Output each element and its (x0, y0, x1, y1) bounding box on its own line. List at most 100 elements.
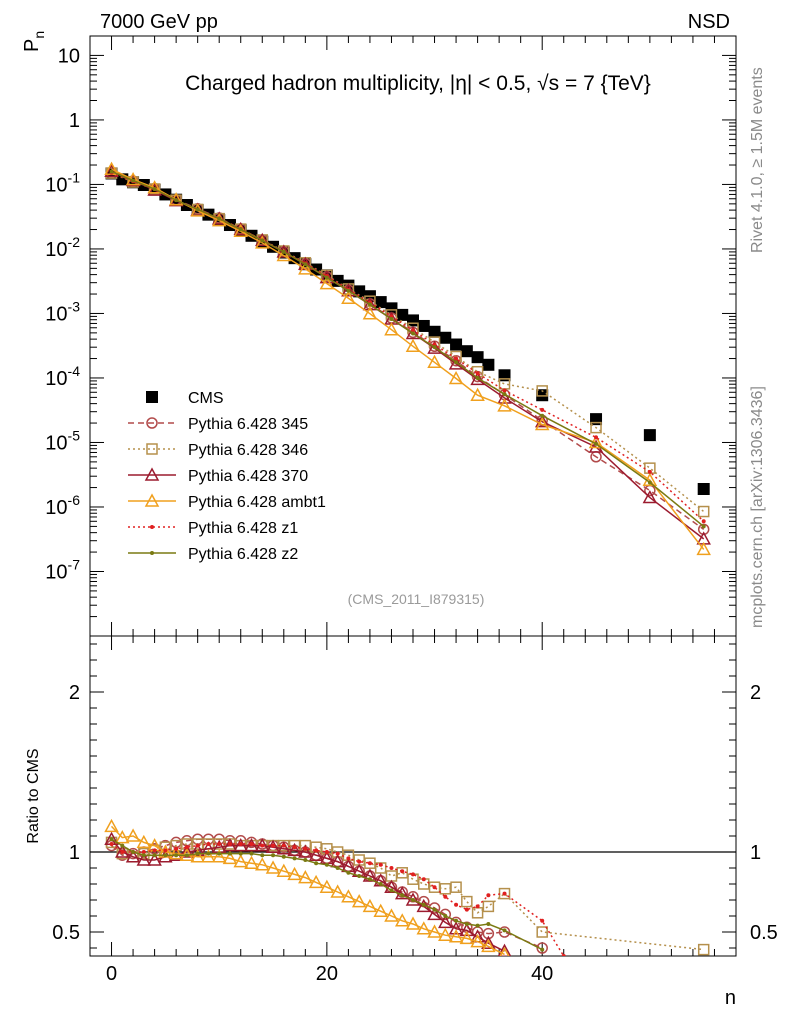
chart-title: Charged hadron multiplicity, |η| < 0.5, … (185, 72, 651, 95)
data-point-pythia-6-428-370 (341, 283, 356, 297)
ratio-point-pythia-6-428-z1 (464, 907, 469, 912)
ratio-point-pythia-6-428-z2 (120, 843, 125, 848)
legend-label: Pythia 6.428 345 (188, 416, 308, 433)
ratio-point-pythia-6-428-ambt1 (351, 894, 367, 908)
data-point-cms (471, 351, 484, 364)
ratio-point-pythia-6-428-ambt1 (394, 913, 410, 927)
ratio-point-pythia-6-428-z2 (367, 877, 372, 882)
ratio-point-pythia-6-428-z1 (163, 848, 168, 853)
ratio-point-pythia-6-428-370 (276, 841, 292, 855)
ratio-point-pythia-6-428-370 (308, 847, 324, 861)
y-tick-label: 10-3 (45, 298, 80, 325)
data-point-pythia-6-428-z2 (346, 288, 351, 293)
ratio-point-pythia-6-428-370 (287, 842, 302, 857)
ratio-point-pythia-6-428-z1 (367, 861, 372, 866)
ratio-axes: 0.5 0.51 12 20 20 40 (52, 636, 778, 985)
data-point-pythia-6-428-370 (233, 221, 248, 236)
data-point-cms (482, 358, 495, 371)
ratio-point-pythia-6-428-370 (265, 839, 281, 853)
y-tick-label-exponent: -4 (68, 363, 81, 379)
y-tick-label-base: 10 (45, 561, 67, 583)
ratio-point-pythia-6-428-z2 (292, 856, 297, 861)
data-point-pythia-6-428-370 (448, 356, 464, 370)
ratio-point-pythia-6-428-z2 (152, 853, 157, 858)
ratio-point-pythia-6-428-z1 (152, 848, 157, 853)
legend-label: CMS (188, 390, 224, 407)
y-tick-label-base: 10 (45, 303, 67, 325)
y-tick-label-exponent: -2 (68, 234, 81, 250)
data-point-pythia-6-428-z2 (540, 413, 545, 418)
ratio-point-pythia-6-428-ambt1 (448, 929, 464, 943)
data-point-pythia-6-428-ambt1 (448, 370, 464, 385)
ratio-point-pythia-6-428-z2 (475, 923, 480, 928)
data-point-pythia-6-428-346 (590, 421, 602, 434)
data-point-pythia-6-428-ambt1 (427, 354, 442, 369)
ratio-point-pythia-6-428-345 (439, 908, 452, 921)
ratio-point-pythia-6-428-z1 (389, 866, 394, 870)
data-point-pythia-6-428-ambt1 (341, 290, 356, 305)
ratio-point-pythia-6-428-z2 (174, 853, 179, 858)
legend-label: Pythia 6.428 ambt1 (188, 494, 326, 511)
ratio-point-pythia-6-428-z1 (227, 842, 232, 846)
ratio-point-pythia-6-428-z2 (486, 922, 491, 926)
ratio-point-pythia-6-428-370 (125, 849, 141, 863)
ratio-point-pythia-6-428-z1 (109, 842, 114, 846)
x-axis-label: n (725, 987, 736, 1009)
y-tick-label-base: 10 (45, 432, 67, 454)
ratio-point-pythia-6-428-z1 (400, 869, 405, 874)
y-tick-label: 10-6 (45, 492, 80, 519)
ratio-point-pythia-6-428-z1 (443, 894, 448, 899)
y-axis-label-main: Pn (21, 31, 47, 52)
rivet-version-label: Rivet 4.1.0, ≥ 1.5M events (749, 67, 766, 253)
ratio-point-pythia-6-428-ambt1 (416, 921, 432, 935)
ratio-point-pythia-6-428-z1 (238, 842, 243, 846)
ratio-point-pythia-6-428-z2 (357, 874, 362, 878)
data-point-cms (643, 429, 656, 442)
ratio-point-pythia-6-428-ambt1 (319, 879, 335, 893)
ratio-point-pythia-6-428-ambt1 (115, 830, 130, 844)
ratio-point-pythia-6-428-z2 (400, 893, 405, 898)
ratio-point-pythia-6-428-z1 (174, 846, 179, 851)
ratio-point-pythia-6-428-ambt1 (125, 828, 141, 842)
ratio-point-pythia-6-428-z1 (357, 859, 362, 864)
ratio-point-pythia-6-428-z2 (454, 918, 459, 923)
ratio-point-pythia-6-428-z2 (314, 861, 319, 866)
series-pythia-6-428-z2 (109, 169, 706, 529)
data-point-pythia-6-428-ambt1 (534, 416, 550, 431)
data-point-pythia-6-428-370 (319, 270, 335, 284)
data-point-pythia-6-428-z2 (217, 216, 222, 221)
ratio-point-pythia-6-428-z2 (131, 850, 136, 854)
main-series-group (104, 161, 711, 556)
ratio-point-pythia-6-428-346 (385, 870, 398, 882)
ratio-point-pythia-6-428-z1 (335, 851, 340, 856)
ratio-point-pythia-6-428-ambt1 (255, 857, 270, 871)
data-point-pythia-6-428-370 (362, 297, 378, 311)
ratio-point-pythia-6-428-345 (498, 926, 511, 938)
data-point-cms (417, 319, 430, 332)
data-point-pythia-6-428-z2 (303, 262, 308, 267)
data-point-pythia-6-428-z2 (174, 198, 179, 203)
y-tick-label-base: 10 (45, 497, 67, 519)
ratio-point-pythia-6-428-370 (298, 844, 313, 858)
y-tick-label: 10-5 (45, 427, 80, 454)
data-point-pythia-6-428-370 (427, 340, 442, 354)
ratio-line-pythia-6-428-346 (110, 841, 704, 951)
ratio-point-pythia-6-428-ambt1 (362, 898, 378, 913)
y-tick-label-exponent: -6 (68, 492, 81, 508)
ratio-point-pythia-6-428-ambt1 (438, 927, 453, 941)
ratio-point-pythia-6-428-ambt1 (330, 884, 345, 898)
ratio-point-pythia-6-428-z2 (249, 851, 254, 856)
ratio-point-pythia-6-428-ambt1 (373, 903, 388, 917)
ratio-point-pythia-6-428-346 (428, 881, 441, 893)
ratio-point-pythia-6-428-z1 (561, 954, 566, 956)
main-series-clip (104, 161, 711, 556)
ratio-point-pythia-6-428-z2 (335, 866, 340, 870)
ratio-point-pythia-6-428-z1 (249, 842, 254, 846)
legend-entry-pythia-6-428-z2: Pythia 6.428 z2 (128, 546, 298, 563)
data-point-pythia-6-428-z2 (701, 524, 706, 529)
data-point-pythia-6-428-ambt1 (298, 261, 313, 275)
data-point-pythia-6-428-370 (534, 414, 550, 428)
ratio-point-pythia-6-428-346 (439, 883, 452, 895)
ratio-y-tick-label-right: 2 (750, 682, 761, 704)
data-point-pythia-6-428-z2 (594, 441, 599, 446)
